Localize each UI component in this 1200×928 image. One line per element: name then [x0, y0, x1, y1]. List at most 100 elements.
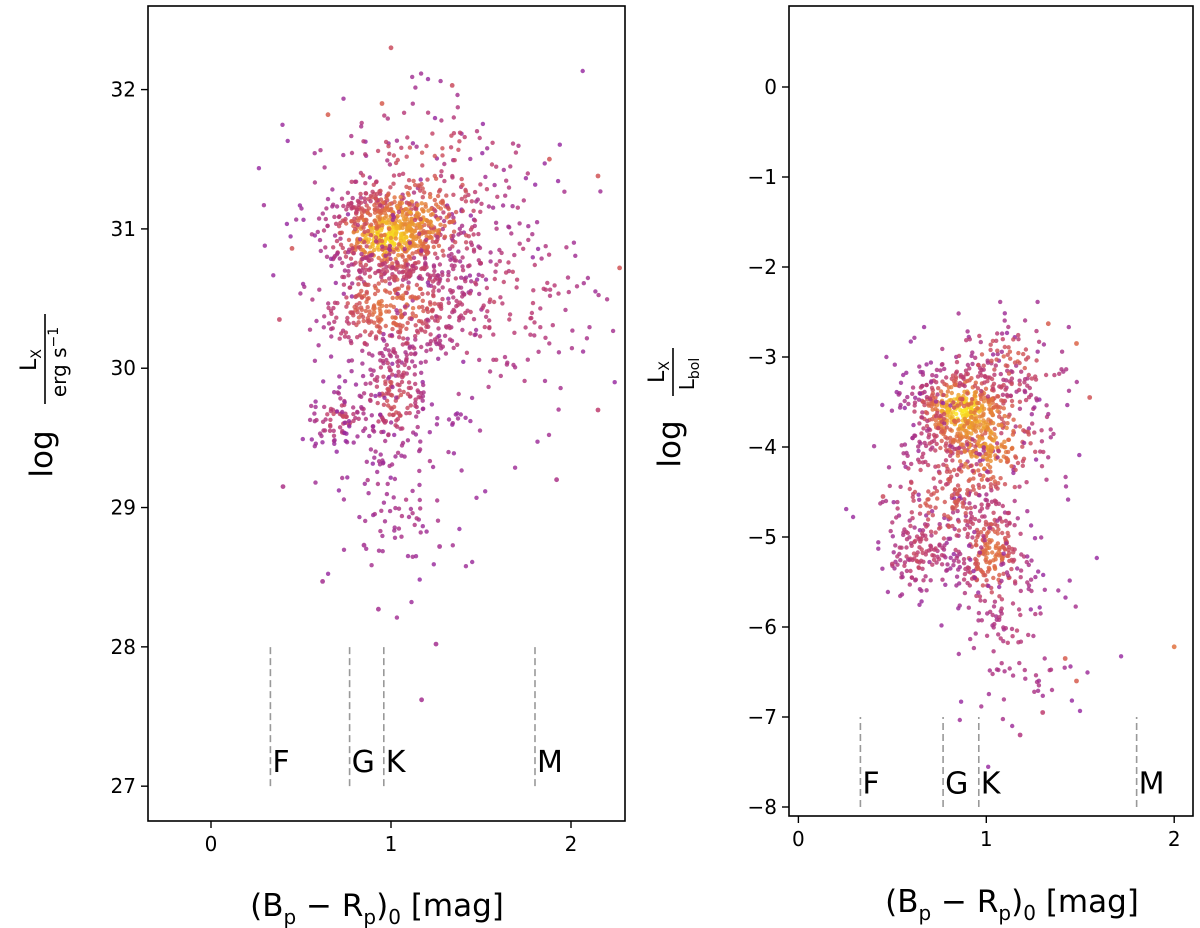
right-data-point	[925, 418, 930, 424]
right-data-point	[948, 555, 953, 560]
left-data-point	[510, 204, 515, 209]
left-data-point	[593, 289, 598, 294]
right-data-point	[893, 543, 898, 548]
left-data-point	[471, 208, 476, 213]
right-data-point	[917, 421, 922, 426]
left-data-point	[580, 68, 585, 74]
right-data-point	[1001, 571, 1006, 576]
right-data-point	[962, 383, 967, 389]
left-data-point	[388, 45, 394, 51]
left-data-point	[380, 416, 385, 421]
right-data-point	[1010, 673, 1016, 678]
left-data-point	[417, 577, 422, 582]
right-data-point	[993, 499, 999, 504]
right-data-point	[965, 329, 970, 334]
left-data-point	[468, 213, 473, 218]
right-data-point	[948, 453, 953, 458]
left-data-point	[359, 251, 364, 257]
right-data-point	[1087, 395, 1093, 400]
right-data-point	[850, 514, 856, 520]
left-data-point	[312, 180, 318, 185]
right-data-point	[945, 562, 950, 567]
right-data-point	[1009, 398, 1015, 404]
right-data-point	[920, 410, 925, 415]
left-data-point	[451, 451, 457, 456]
right-data-point	[940, 545, 945, 551]
right-data-point	[999, 597, 1005, 602]
left-data-point	[345, 315, 350, 321]
left-data-point	[387, 412, 392, 417]
left-data-point	[449, 251, 454, 257]
right-data-point	[986, 417, 991, 422]
right-data-point	[968, 570, 973, 575]
left-data-point	[460, 327, 465, 333]
right-data-point	[940, 362, 945, 367]
right-data-point	[964, 506, 970, 511]
left-data-point	[402, 311, 407, 316]
left-data-point	[356, 202, 361, 208]
left-data-point	[284, 221, 290, 227]
left-data-point	[455, 105, 460, 110]
left-data-point	[432, 337, 438, 342]
right-y-tick-label: −5	[748, 525, 777, 549]
right-data-point	[968, 463, 973, 468]
left-data-point	[320, 579, 325, 584]
left-data-point	[487, 369, 493, 374]
right-data-point	[926, 489, 931, 494]
right-data-point	[1026, 432, 1032, 437]
left-data-point	[442, 333, 448, 338]
left-data-point	[376, 318, 381, 323]
left-data-point	[345, 212, 351, 217]
left-data-point	[436, 333, 442, 339]
right-data-point	[991, 558, 996, 563]
left-data-point	[459, 223, 465, 228]
left-data-point	[419, 328, 424, 333]
left-data-point	[547, 156, 552, 162]
right-data-point	[1017, 378, 1022, 383]
left-data-point	[404, 411, 409, 416]
left-data-point	[385, 116, 390, 121]
right-data-point	[967, 501, 972, 506]
right-data-point	[977, 493, 982, 498]
left-data-point	[325, 223, 330, 228]
left-data-point	[342, 268, 348, 273]
left-data-point	[368, 447, 374, 452]
left-data-point	[458, 285, 464, 290]
left-data-point	[451, 131, 457, 136]
right-data-point	[992, 426, 997, 431]
left-data-point	[368, 199, 373, 204]
right-data-point	[935, 392, 940, 397]
right-data-point	[978, 462, 983, 467]
left-data-point	[418, 71, 424, 76]
left-data-point	[422, 266, 427, 272]
right-data-point	[965, 442, 970, 447]
left-data-point	[465, 308, 470, 313]
right-data-point	[947, 469, 953, 474]
right-data-point	[954, 472, 960, 478]
left-data-point	[371, 429, 377, 434]
right-data-point	[1004, 392, 1010, 398]
left-data-point	[418, 188, 423, 193]
left-data-point	[404, 326, 409, 331]
left-data-point	[353, 307, 358, 313]
left-data-point	[458, 230, 463, 236]
left-data-point	[313, 480, 318, 485]
left-data-point	[525, 171, 530, 176]
right-data-point	[917, 460, 922, 465]
right-data-point	[981, 533, 986, 539]
right-data-point	[998, 458, 1003, 463]
left-data-point	[463, 564, 469, 569]
left-data-point	[328, 422, 333, 428]
left-data-point	[385, 481, 390, 487]
right-data-point	[976, 618, 981, 623]
left-data-point	[406, 365, 412, 371]
right-data-point	[995, 531, 1000, 536]
left-data-point	[332, 300, 338, 305]
left-data-point	[433, 314, 439, 319]
right-data-point	[1028, 441, 1033, 446]
right-data-point	[990, 420, 996, 426]
left-data-point	[399, 283, 405, 288]
right-data-point	[1042, 587, 1048, 592]
right-data-point	[1040, 693, 1046, 698]
